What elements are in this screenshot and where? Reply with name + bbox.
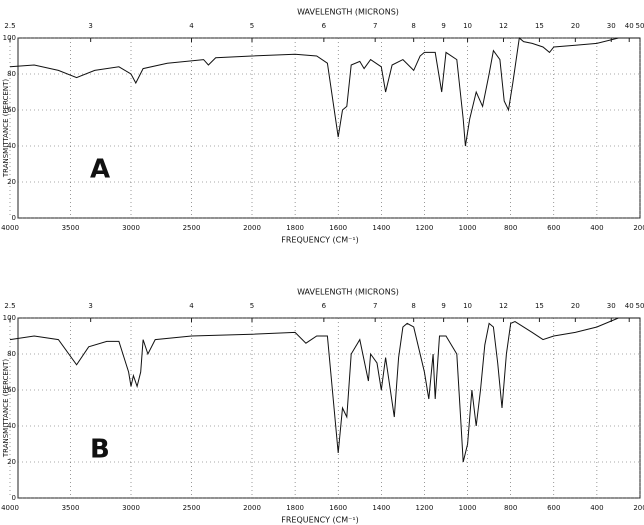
x-tick-label: 200	[633, 224, 644, 232]
x-tick-label: 400	[590, 224, 603, 232]
plot-frame	[17, 37, 641, 219]
chart-title: WAVELENGTH (MICRONS)	[297, 8, 399, 17]
spectrum-line	[9, 37, 640, 147]
y-tick-label: 40	[7, 422, 16, 430]
x2-tick-label: 9	[441, 22, 445, 30]
y-tick-label: 80	[7, 70, 16, 78]
x2-tick-label: 30	[607, 302, 616, 310]
plot-frame	[17, 317, 641, 499]
x-tick-label: 1800	[286, 224, 304, 232]
x2-tick-label: 20	[571, 302, 580, 310]
y-tick-label: 0	[12, 494, 16, 502]
x-tick-label: 1000	[459, 504, 477, 512]
y-tick-label: 80	[7, 350, 16, 358]
x2-tick-label: 8	[411, 22, 415, 30]
x2-tick-label: 5	[250, 302, 254, 310]
x-tick-label: 3000	[122, 504, 140, 512]
x-tick-label: 800	[504, 224, 517, 232]
x-tick-label: 1000	[459, 224, 477, 232]
x-tick-label: 1600	[329, 504, 347, 512]
y-tick-label: 40	[7, 142, 16, 150]
x-tick-label: 3500	[62, 504, 80, 512]
y-tick-label: 100	[3, 34, 16, 42]
x-tick-label: 200	[633, 504, 644, 512]
y-tick-label: 20	[7, 178, 16, 186]
y-tick-label: 20	[7, 458, 16, 466]
x-tick-label: 4000	[1, 504, 19, 512]
x-tick-label: 1400	[372, 224, 390, 232]
x2-tick-label: 12	[499, 22, 508, 30]
x-tick-label: 2500	[183, 224, 201, 232]
y-axis-label: TRANSMITTANCE (PERCENT)	[2, 359, 10, 459]
spectrum-line	[9, 317, 640, 463]
x2-tick-label: 30	[607, 22, 616, 30]
y-tick-label: 60	[7, 386, 16, 394]
x2-tick-label: 8	[411, 302, 415, 310]
x2-tick-label: 50	[636, 22, 644, 30]
x-axis-label: FREQUENCY (CM⁻¹)	[281, 516, 358, 525]
x2-tick-label: 10	[463, 22, 472, 30]
y-tick-label: 100	[3, 314, 16, 322]
x-tick-label: 3500	[62, 224, 80, 232]
x-axis-label: FREQUENCY (CM⁻¹)	[281, 236, 358, 245]
panel-label: B	[90, 435, 110, 465]
x2-tick-label: 7	[373, 302, 377, 310]
x-tick-label: 400	[590, 504, 603, 512]
x-tick-label: 2500	[183, 504, 201, 512]
x2-tick-label: 15	[535, 22, 544, 30]
x-tick-label: 1400	[372, 504, 390, 512]
x-tick-label: 600	[547, 504, 560, 512]
x2-tick-label: 10	[463, 302, 472, 310]
x2-tick-label: 2.5	[4, 22, 15, 30]
x2-tick-label: 7	[373, 22, 377, 30]
x2-tick-label: 50	[636, 302, 644, 310]
x-tick-label: 4000	[1, 224, 19, 232]
x2-tick-label: 12	[499, 302, 508, 310]
x2-tick-label: 15	[535, 302, 544, 310]
x-tick-label: 1800	[286, 504, 304, 512]
x-tick-label: 1200	[416, 224, 434, 232]
x-tick-label: 2000	[243, 504, 261, 512]
x-tick-label: 600	[547, 224, 560, 232]
y-tick-label: 0	[12, 214, 16, 222]
x-tick-label: 3000	[122, 224, 140, 232]
x2-tick-label: 3	[88, 22, 92, 30]
x2-tick-label: 3	[88, 302, 92, 310]
x2-tick-label: 6	[322, 22, 327, 30]
x-tick-label: 2000	[243, 224, 261, 232]
x2-tick-label: 9	[441, 302, 445, 310]
chart-title: WAVELENGTH (MICRONS)	[297, 288, 399, 297]
x2-tick-label: 6	[322, 302, 327, 310]
panel-label: A	[90, 155, 110, 185]
x2-tick-label: 40	[625, 22, 634, 30]
x2-tick-label: 40	[625, 302, 634, 310]
x-tick-label: 1600	[329, 224, 347, 232]
x-tick-label: 800	[504, 504, 517, 512]
x2-tick-label: 4	[189, 22, 194, 30]
x2-tick-label: 2.5	[4, 302, 15, 310]
x-tick-label: 1200	[416, 504, 434, 512]
y-axis-label: TRANSMITTANCE (PERCENT)	[2, 79, 10, 179]
x2-tick-label: 4	[189, 302, 194, 310]
x2-tick-label: 20	[571, 22, 580, 30]
y-tick-label: 60	[7, 106, 16, 114]
x2-tick-label: 5	[250, 22, 254, 30]
